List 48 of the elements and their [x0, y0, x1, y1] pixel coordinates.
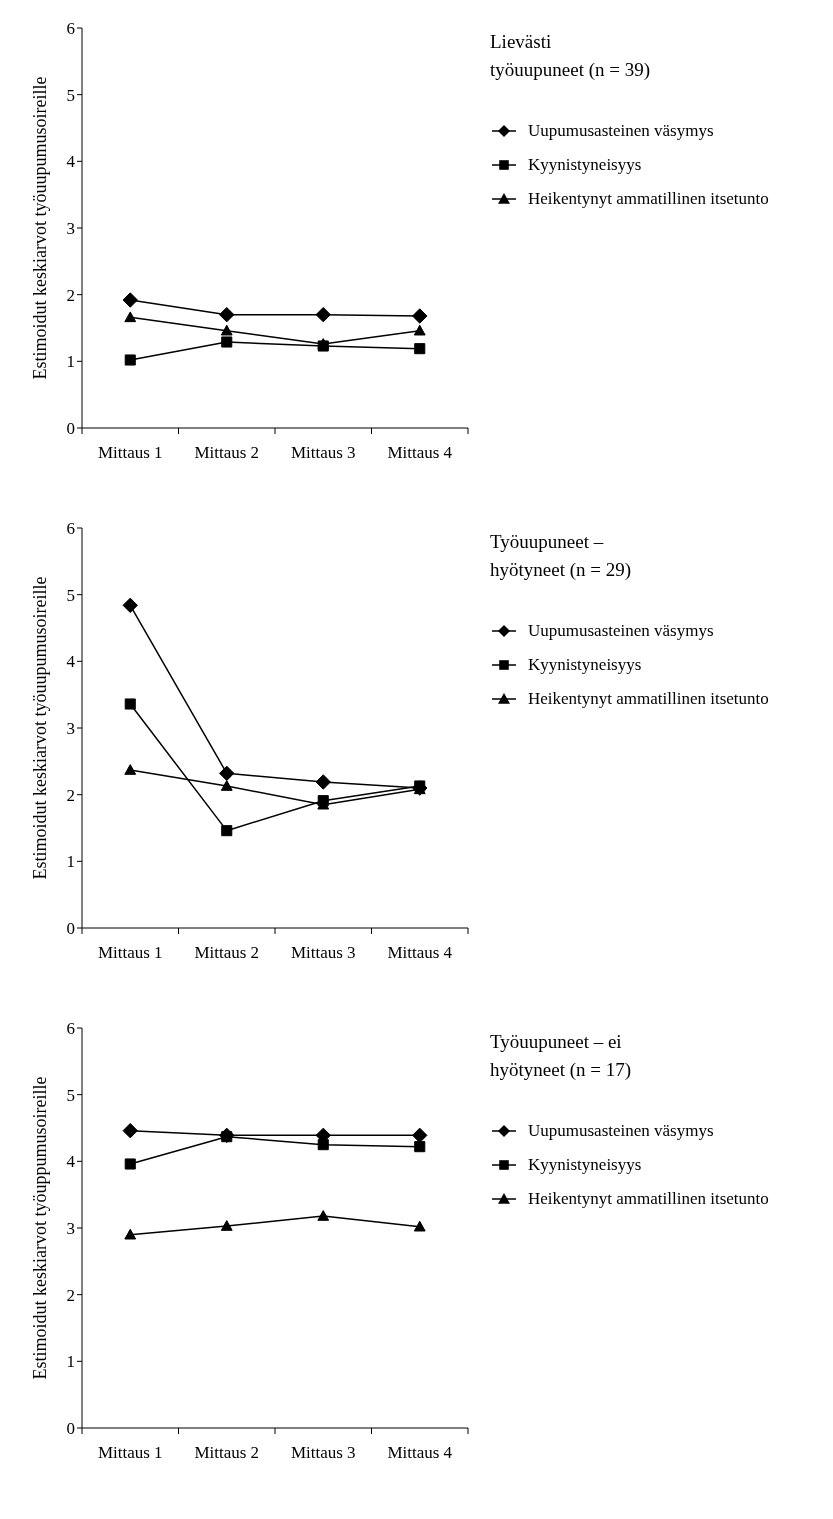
legend-label: Heikentynyt ammatillinen itsetunto	[528, 189, 769, 209]
y-tick-label: 2	[66, 1285, 75, 1305]
y-axis-title: Estimoidut keskiarvot työuupumusoireille	[30, 576, 51, 880]
y-tick-label: 4	[66, 652, 76, 672]
x-tick-label: Mittaus 1	[97, 443, 163, 462]
legend-label: Uupumusasteinen väsymys	[528, 121, 714, 141]
y-tick-label: 4	[66, 152, 76, 172]
x-tick-label: Mittaus 2	[194, 443, 260, 462]
y-tick-label: 1	[66, 352, 75, 372]
legend-label: Uupumusasteinen väsymys	[528, 621, 714, 641]
y-axis-title: Estimoidut keskiarvot työuppumusoireille	[30, 1076, 51, 1380]
y-tick-label: 6	[66, 1019, 75, 1039]
y-tick-label: 4	[66, 1152, 76, 1172]
x-tick-label: Mittaus 2	[194, 1443, 260, 1462]
legend-label: Kyynistyneisyys	[528, 155, 642, 175]
y-tick-label: 5	[66, 1085, 75, 1105]
y-tick-label: 2	[66, 785, 75, 805]
x-tick-label: Mittaus 3	[290, 1443, 356, 1462]
y-axis-title: Estimoidut keskiarvot työuupumusoireille	[30, 76, 51, 380]
x-tick-label: Mittaus 1	[97, 1443, 163, 1462]
y-tick-label: 1	[66, 1352, 75, 1372]
legend-label: Kyynistyneisyys	[528, 1155, 642, 1175]
x-tick-label: Mittaus 1	[97, 943, 163, 962]
legend-label: Heikentynyt ammatillinen itsetunto	[528, 689, 769, 709]
x-tick-label: Mittaus 3	[290, 943, 356, 962]
y-tick-label: 0	[66, 419, 75, 439]
legend-title: Lievästi työuupuneet (n = 39)	[490, 30, 652, 82]
x-tick-label: Mittaus 3	[290, 443, 356, 462]
y-tick-label: 0	[66, 919, 75, 939]
y-tick-label: 5	[66, 85, 75, 105]
legend-label: Heikentynyt ammatillinen itsetunto	[528, 1189, 769, 1209]
x-tick-label: Mittaus 4	[387, 1443, 453, 1462]
y-tick-label: 6	[66, 19, 75, 39]
legend-title: Työuupuneet – hyötyneet (n = 29)	[490, 530, 633, 582]
x-tick-label: Mittaus 4	[387, 943, 453, 962]
x-tick-label: Mittaus 4	[387, 443, 453, 462]
legend-label: Uupumusasteinen väsymys	[528, 1121, 714, 1141]
y-tick-label: 5	[66, 585, 75, 605]
x-tick-label: Mittaus 2	[194, 943, 260, 962]
y-tick-label: 6	[66, 519, 75, 539]
legend-label: Kyynistyneisyys	[528, 655, 642, 675]
legend-title: Työuupuneet – ei hyötyneet (n = 17)	[490, 1030, 633, 1082]
y-tick-label: 1	[66, 852, 75, 872]
y-tick-label: 0	[66, 1419, 75, 1439]
y-tick-label: 3	[66, 219, 75, 239]
y-tick-label: 3	[66, 1219, 75, 1239]
y-tick-label: 2	[66, 285, 75, 305]
y-tick-label: 3	[66, 719, 75, 739]
